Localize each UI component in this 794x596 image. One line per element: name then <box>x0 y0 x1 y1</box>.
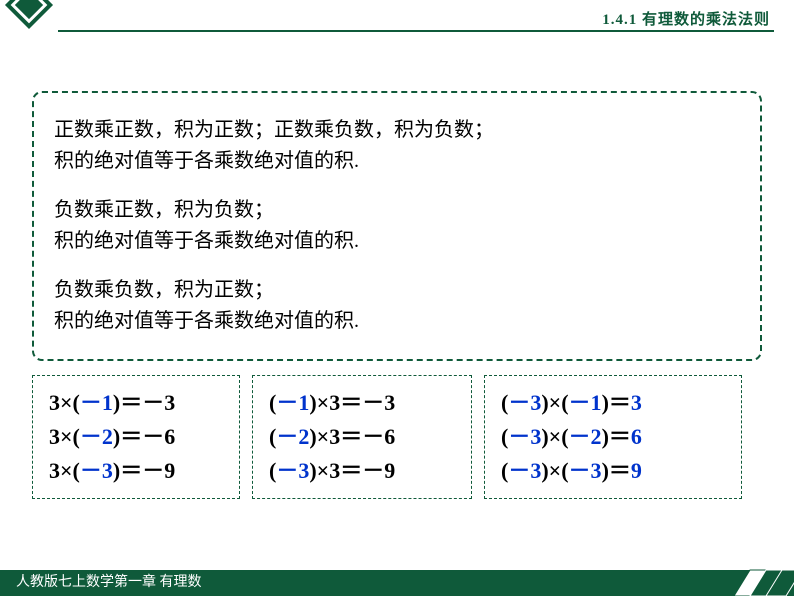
rule-group-1: 正数乘正数，积为正数；正数乘负数，积为负数； 积的绝对值等于各乘数绝对值的积. <box>54 115 740 177</box>
equation: (－2)×3＝－6 <box>269 420 455 454</box>
rule-group-3: 负数乘负数，积为正数； 积的绝对值等于各乘数绝对值的积. <box>54 275 740 337</box>
equation: (－3)×(－2)＝6 <box>501 420 725 454</box>
equation: (－1)×3＝－3 <box>269 386 455 420</box>
rule-line: 积的绝对值等于各乘数绝对值的积. <box>54 306 740 337</box>
slide-footer: 人教版七上数学第一章 有理数 <box>0 570 794 596</box>
footer-text: 人教版七上数学第一章 有理数 <box>16 575 202 590</box>
equation: 3×(－1)＝－3 <box>49 386 223 420</box>
equation: (－3)×(－1)＝3 <box>501 386 725 420</box>
diamond-icon <box>0 0 60 54</box>
equation: (－3)×3＝－9 <box>269 454 455 488</box>
header-title: 1.4.1 有理数的乘法法则 <box>602 8 770 29</box>
rule-line: 积的绝对值等于各乘数绝对值的积. <box>54 226 740 257</box>
example-box-2: (－1)×3＝－3 (－2)×3＝－6 (－3)×3＝－9 <box>252 375 472 499</box>
rule-line: 负数乘负数，积为正数； <box>54 275 740 306</box>
equation: 3×(－3)＝－9 <box>49 454 223 488</box>
rule-line: 正数乘正数，积为正数；正数乘负数，积为负数； <box>54 115 740 146</box>
footer-decoration-icon <box>714 560 794 596</box>
equation: (－3)×(－3)＝9 <box>501 454 725 488</box>
examples-row: 3×(－1)＝－3 3×(－2)＝－6 3×(－3)＝－9 (－1)×3＝－3 … <box>32 375 762 499</box>
equation: 3×(－2)＝－6 <box>49 420 223 454</box>
header-divider <box>58 30 774 32</box>
example-box-3: (－3)×(－1)＝3 (－3)×(－2)＝6 (－3)×(－3)＝9 <box>484 375 742 499</box>
slide-content: 正数乘正数，积为正数；正数乘负数，积为负数； 积的绝对值等于各乘数绝对值的积. … <box>32 91 762 499</box>
slide-header: 1.4.1 有理数的乘法法则 <box>0 0 794 46</box>
rules-box: 正数乘正数，积为正数；正数乘负数，积为负数； 积的绝对值等于各乘数绝对值的积. … <box>32 91 762 361</box>
example-box-1: 3×(－1)＝－3 3×(－2)＝－6 3×(－3)＝－9 <box>32 375 240 499</box>
rule-group-2: 负数乘正数，积为负数； 积的绝对值等于各乘数绝对值的积. <box>54 195 740 257</box>
rule-line: 负数乘正数，积为负数； <box>54 195 740 226</box>
rule-line: 积的绝对值等于各乘数绝对值的积. <box>54 146 740 177</box>
